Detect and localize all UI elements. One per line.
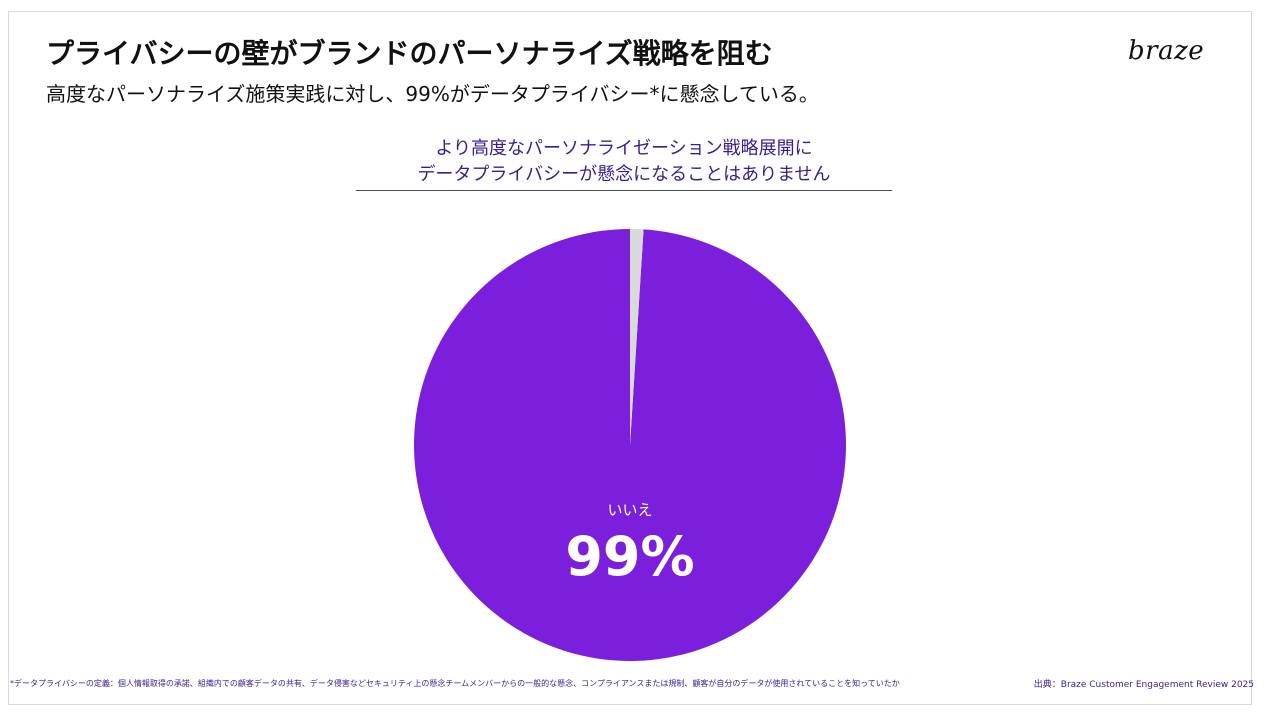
footnote: *データプライバシーの定義：個人情報取得の承諾、組織内での顧客データの共有、デー… <box>10 679 900 688</box>
chart-title-line-2: データプライバシーが懸念になることはありません <box>417 164 831 185</box>
page-subtitle: 高度なパーソナライズ施策実践に対し、99%がデータプライバシー*に懸念している。 <box>46 82 819 106</box>
chart-title: より高度なパーソナライゼーション戦略展開に データプライバシーが懸念になることは… <box>356 136 892 188</box>
chart-title-line-1: より高度なパーソナライゼーション戦略展開に <box>435 138 813 159</box>
slice-label-no: いいえ <box>607 501 652 519</box>
pie-slice-other <box>630 229 644 445</box>
braze-logo: braze <box>1128 36 1205 66</box>
slice-value-no: 99% <box>565 525 694 588</box>
source-citation: 出典：Braze Customer Engagement Review 2025 <box>1033 680 1254 690</box>
page-title: プライバシーの壁がブランドのパーソナライズ戦略を阻む <box>46 37 773 70</box>
pie-slices <box>413 229 847 661</box>
chart-title-divider <box>356 190 892 191</box>
